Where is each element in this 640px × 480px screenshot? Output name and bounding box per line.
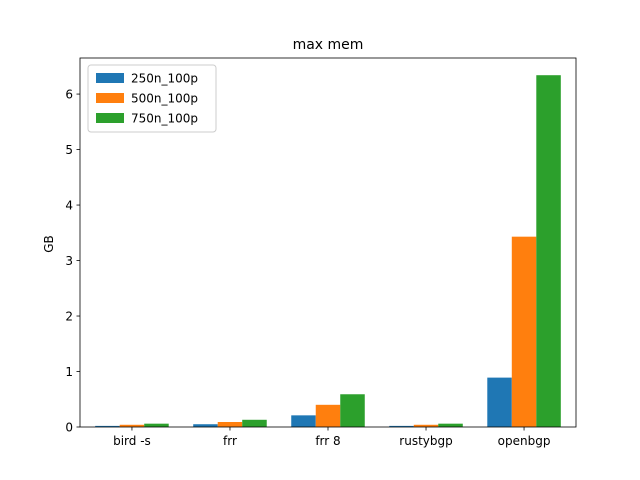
legend: 250n_100p 500n_100p 750n_100p — [87, 64, 217, 133]
legend-swatch-500n_100p — [96, 93, 124, 103]
legend-label-750n_100p: 750n_100p — [131, 112, 198, 126]
x-tick-label-openbgp: openbgp — [498, 434, 551, 448]
bar-250n_100p-frr — [193, 424, 218, 427]
legend-swatch-250n_100p — [96, 73, 124, 83]
y-axis-label: GB — [42, 235, 56, 253]
y-tick-label-1: 1 — [65, 365, 73, 379]
y-tick-label-5: 5 — [65, 143, 73, 157]
axes-group: 0 1 2 3 4 5 6 bird -s frr frr 8 rustybgp openbgp — [65, 57, 577, 448]
legend-swatch-750n_100p — [96, 113, 124, 123]
bar-500n_100p-bird--s — [119, 424, 145, 427]
bar-750n_100p-frr — [242, 419, 267, 427]
bar-750n_100p-rustybgp — [438, 423, 463, 427]
x-tick-label-frr: frr — [223, 434, 237, 448]
y-tick-label-0: 0 — [65, 421, 73, 435]
legend-label-250n_100p: 250n_100p — [131, 72, 198, 86]
bar-750n_100p-openbgp — [536, 75, 561, 427]
bar-500n_100p-frr-8 — [315, 404, 341, 427]
legend-label-500n_100p: 500n_100p — [131, 92, 198, 106]
bar-250n_100p-frr-8 — [291, 415, 316, 427]
bar-250n_100p-rustybgp — [389, 425, 414, 427]
bars-group — [95, 75, 561, 427]
x-tick-label-bird--s: bird -s — [113, 434, 151, 448]
y-tick-label-4: 4 — [65, 199, 73, 213]
bar-500n_100p-rustybgp — [413, 424, 439, 427]
x-tick-label-rustybgp: rustybgp — [399, 434, 452, 448]
bar-750n_100p-frr-8 — [340, 394, 365, 427]
bar-250n_100p-bird--s — [95, 425, 120, 427]
y-tick-label-6: 6 — [65, 88, 73, 102]
bar-750n_100p-bird--s — [144, 423, 169, 427]
x-tick-label-frr-8: frr 8 — [315, 434, 340, 448]
bar-250n_100p-openbgp — [487, 377, 512, 427]
y-tick-label-2: 2 — [65, 310, 73, 324]
chart-title: max mem — [293, 37, 364, 53]
y-tick-label-3: 3 — [65, 254, 73, 268]
bar-500n_100p-frr — [217, 422, 243, 427]
bar-500n_100p-openbgp — [511, 236, 537, 427]
